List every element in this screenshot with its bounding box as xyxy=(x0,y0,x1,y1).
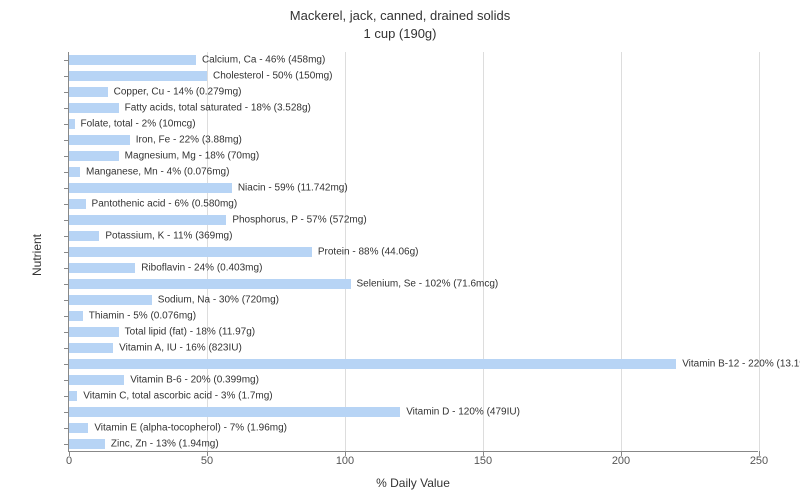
nutrient-bar xyxy=(69,199,86,209)
x-grid-line xyxy=(621,52,622,451)
nutrient-bar-label: Phosphorus, P - 57% (572mg) xyxy=(232,215,366,226)
nutrient-bar-label: Total lipid (fat) - 18% (11.97g) xyxy=(125,327,255,338)
nutrient-bar-label: Magnesium, Mg - 18% (70mg) xyxy=(125,151,260,162)
nutrient-bar xyxy=(69,71,207,81)
nutrient-bar xyxy=(69,183,232,193)
nutrient-bar-label: Protein - 88% (44.06g) xyxy=(318,247,419,258)
nutrient-bar-label: Cholesterol - 50% (150mg) xyxy=(213,71,333,82)
x-tick-label: 0 xyxy=(49,451,89,467)
nutrient-bar-label: Zinc, Zn - 13% (1.94mg) xyxy=(111,439,219,450)
nutrient-bar xyxy=(69,119,75,129)
nutrient-bar-label: Folate, total - 2% (10mcg) xyxy=(81,119,196,130)
nutrient-bar xyxy=(69,343,113,353)
x-tick-label: 250 xyxy=(739,451,779,467)
nutrient-bar xyxy=(69,327,119,337)
nutrient-bar-label: Riboflavin - 24% (0.403mg) xyxy=(141,263,262,274)
nutrient-bar xyxy=(69,279,351,289)
nutrient-bar-label: Vitamin A, IU - 16% (823IU) xyxy=(119,343,242,354)
nutrient-bar xyxy=(69,87,108,97)
nutrient-bar xyxy=(69,215,226,225)
chart-title-line1: Mackerel, jack, canned, drained solids xyxy=(0,8,800,23)
nutrient-bar xyxy=(69,247,312,257)
nutrient-bar xyxy=(69,135,130,145)
nutrient-bar-label: Selenium, Se - 102% (71.6mcg) xyxy=(357,279,499,290)
nutrient-bar-label: Thiamin - 5% (0.076mg) xyxy=(89,311,196,322)
nutrient-bar xyxy=(69,103,119,113)
x-axis-title: % Daily Value xyxy=(68,476,758,490)
plot-area: 050100150200250Calcium, Ca - 46% (458mg)… xyxy=(68,52,758,452)
nutrient-bar xyxy=(69,375,124,385)
nutrient-bar-label: Iron, Fe - 22% (3.88mg) xyxy=(136,135,242,146)
nutrient-bar-label: Niacin - 59% (11.742mg) xyxy=(238,183,348,194)
nutrient-bar xyxy=(69,423,88,433)
nutrient-bar xyxy=(69,407,400,417)
nutrient-bar-label: Sodium, Na - 30% (720mg) xyxy=(158,295,279,306)
nutrient-bar xyxy=(69,55,196,65)
x-grid-line xyxy=(483,52,484,451)
x-tick-label: 100 xyxy=(325,451,365,467)
x-tick-label: 150 xyxy=(463,451,503,467)
nutrient-bar-label: Vitamin B-12 - 220% (13.19mcg) xyxy=(682,359,800,370)
nutrient-bar-label: Vitamin B-6 - 20% (0.399mg) xyxy=(130,375,259,386)
nutrient-bar-label: Vitamin D - 120% (479IU) xyxy=(406,407,520,418)
nutrient-bar-label: Vitamin E (alpha-tocopherol) - 7% (1.96m… xyxy=(94,423,287,434)
nutrient-bar-label: Fatty acids, total saturated - 18% (3.52… xyxy=(125,103,311,114)
nutrient-bar xyxy=(69,359,676,369)
y-axis-title: Nutrient xyxy=(30,234,44,276)
nutrient-bar xyxy=(69,167,80,177)
x-tick-label: 200 xyxy=(601,451,641,467)
nutrient-bar-label: Pantothenic acid - 6% (0.580mg) xyxy=(92,199,238,210)
nutrient-bar xyxy=(69,391,77,401)
nutrient-bar xyxy=(69,231,99,241)
chart-title-line2: 1 cup (190g) xyxy=(0,26,800,41)
nutrient-bar-label: Manganese, Mn - 4% (0.076mg) xyxy=(86,167,229,178)
nutrient-bar xyxy=(69,151,119,161)
nutrient-bar-label: Vitamin C, total ascorbic acid - 3% (1.7… xyxy=(83,391,272,402)
nutrient-bar xyxy=(69,295,152,305)
nutrient-bar-label: Calcium, Ca - 46% (458mg) xyxy=(202,55,325,66)
x-tick-label: 50 xyxy=(187,451,227,467)
nutrient-bar xyxy=(69,263,135,273)
nutrient-chart: Mackerel, jack, canned, drained solids 1… xyxy=(0,0,800,500)
nutrient-bar xyxy=(69,311,83,321)
x-grid-line xyxy=(759,52,760,451)
nutrient-bar-label: Copper, Cu - 14% (0.279mg) xyxy=(114,87,242,98)
nutrient-bar xyxy=(69,439,105,449)
nutrient-bar-label: Potassium, K - 11% (369mg) xyxy=(105,231,232,242)
